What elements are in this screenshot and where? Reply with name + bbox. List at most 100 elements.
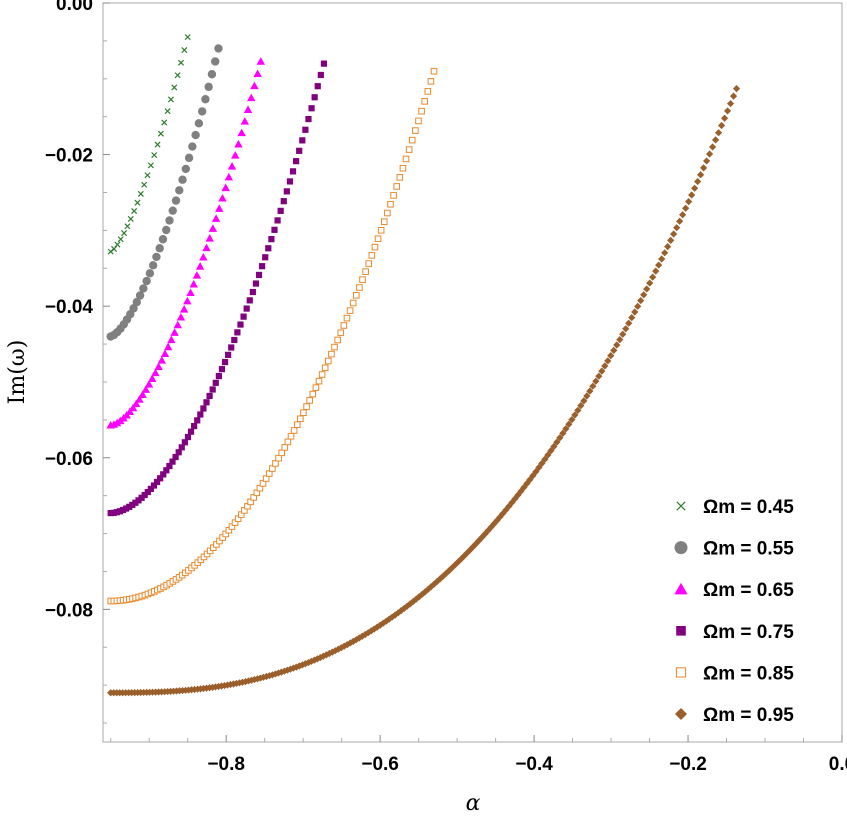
- data-point: [415, 593, 423, 601]
- data-point: [215, 204, 224, 212]
- data-point: [424, 585, 432, 593]
- data-point: [643, 285, 651, 293]
- data-point: [601, 362, 609, 370]
- data-point: [293, 158, 300, 165]
- data-point: [289, 664, 297, 672]
- data-point: [249, 288, 256, 296]
- data-point: [424, 88, 432, 95]
- data-point: [300, 409, 307, 417]
- data-point: [705, 150, 714, 158]
- data-point: [387, 200, 394, 208]
- data-point: [206, 392, 213, 400]
- data-point: [403, 602, 411, 610]
- data-point: [532, 467, 540, 476]
- data-point: [445, 567, 453, 575]
- data-point: [308, 105, 315, 112]
- data-point: [137, 190, 144, 197]
- data-point: [144, 172, 151, 179]
- data-point: [252, 280, 260, 287]
- data-point: [604, 357, 612, 365]
- data-point: [356, 284, 363, 291]
- data-point: [430, 580, 438, 588]
- x-tick-label: −0.6: [361, 754, 399, 775]
- data-point: [673, 224, 681, 232]
- data-point: [148, 374, 157, 382]
- data-point: [152, 252, 161, 262]
- data-point: [192, 271, 202, 279]
- data-point: [628, 314, 636, 322]
- data-point: [202, 243, 211, 252]
- data-point: [370, 625, 378, 633]
- legend-item: Ωm = 0.85: [675, 663, 794, 684]
- data-point: [317, 71, 324, 79]
- data-point: [499, 509, 507, 518]
- data-point: [679, 211, 687, 219]
- data-point: [151, 368, 160, 377]
- data-point: [155, 244, 164, 253]
- data-point: [331, 343, 338, 351]
- data-point: [189, 279, 198, 288]
- data-point: [165, 216, 174, 225]
- data-point: [371, 243, 379, 251]
- data-point: [277, 668, 285, 676]
- data-point: [200, 405, 207, 412]
- data-point: [177, 59, 185, 66]
- data-point: [408, 136, 416, 144]
- data-point: [214, 44, 223, 53]
- data-point: [325, 649, 333, 658]
- data-point: [418, 107, 425, 115]
- data-point: [299, 137, 306, 144]
- data-point: [390, 192, 397, 199]
- data-point: [430, 67, 438, 75]
- data-point: [286, 665, 294, 673]
- data-point: [221, 183, 230, 192]
- data-point: [359, 276, 366, 283]
- data-point: [262, 672, 271, 681]
- data-point: [147, 162, 154, 169]
- data-point: [448, 564, 456, 572]
- data-point: [179, 305, 189, 313]
- legend-marker: [675, 708, 687, 720]
- data-point: [346, 307, 354, 314]
- data-point: [418, 590, 426, 598]
- data-point: [541, 455, 549, 463]
- data-point: [691, 184, 699, 192]
- data-point: [167, 335, 176, 344]
- data-point: [622, 325, 630, 333]
- data-point: [559, 429, 567, 437]
- data-point: [265, 245, 272, 252]
- data-point: [250, 81, 259, 90]
- data-point: [117, 236, 124, 243]
- data-point: [174, 72, 181, 79]
- data-point: [237, 128, 246, 137]
- data-point: [714, 129, 723, 137]
- data-point: [280, 198, 287, 205]
- data-point: [517, 487, 525, 495]
- data-point: [203, 399, 210, 406]
- x-tick-label: −0.2: [669, 754, 707, 775]
- data-point: [565, 420, 573, 428]
- data-point: [374, 235, 382, 243]
- data-point: [631, 308, 639, 316]
- data-point: [613, 341, 621, 349]
- data-point: [157, 356, 166, 364]
- data-point: [640, 291, 648, 299]
- data-point: [231, 151, 240, 159]
- data-point: [685, 198, 693, 206]
- x-tick-label: −0.4: [515, 754, 553, 775]
- data-point: [364, 629, 372, 637]
- data-point: [352, 292, 360, 299]
- data-point: [287, 432, 295, 440]
- data-point: [238, 678, 247, 686]
- data-point: [171, 196, 181, 205]
- data-point: [508, 498, 516, 507]
- data-point: [472, 540, 480, 548]
- data-point: [637, 296, 645, 305]
- data-point: [172, 453, 179, 461]
- data-point: [331, 647, 339, 655]
- data-point: [309, 390, 317, 398]
- data-point: [391, 611, 399, 619]
- data-point: [121, 230, 128, 237]
- data-point: [577, 402, 585, 410]
- legend: Ωm = 0.45 Ωm = 0.55 Ωm = 0.65 Ωm = 0.75 Ωm =…: [674, 497, 794, 726]
